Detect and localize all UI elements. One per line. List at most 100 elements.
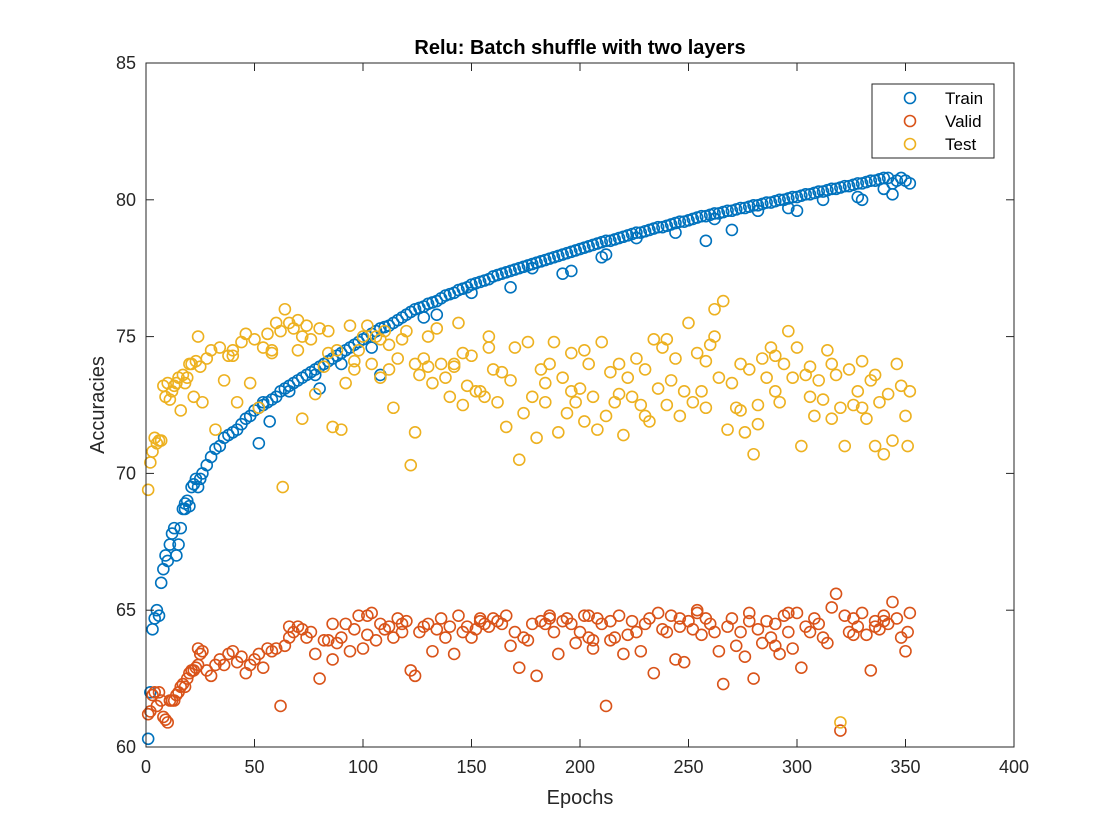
data-point xyxy=(391,352,405,365)
data-point xyxy=(252,401,266,415)
data-point xyxy=(712,371,726,384)
data-point xyxy=(317,360,331,374)
data-point xyxy=(782,625,795,639)
data-point xyxy=(630,226,643,239)
data-point xyxy=(343,644,357,658)
data-point xyxy=(573,382,587,395)
data-point xyxy=(499,420,513,434)
data-point xyxy=(154,434,168,447)
data-point xyxy=(265,343,279,357)
data-point xyxy=(573,625,587,639)
data-point xyxy=(569,395,582,409)
data-point xyxy=(378,324,392,338)
data-point xyxy=(786,642,799,655)
data-point xyxy=(365,357,378,371)
data-point xyxy=(274,324,287,338)
data-point xyxy=(304,333,318,346)
data-point xyxy=(439,371,452,384)
data-point xyxy=(760,614,773,628)
x-axis-label: Epochs xyxy=(547,787,614,809)
data-point xyxy=(439,631,452,644)
data-point xyxy=(651,382,665,395)
data-point xyxy=(408,357,422,371)
data-point xyxy=(695,209,708,223)
data-point xyxy=(430,623,444,636)
data-point xyxy=(525,261,539,275)
data-point xyxy=(469,385,483,398)
data-point xyxy=(547,335,561,349)
y-tick-label: 65 xyxy=(116,600,136,620)
data-point xyxy=(226,644,240,658)
data-point xyxy=(851,190,865,204)
data-point xyxy=(803,625,817,639)
data-point xyxy=(582,357,595,371)
data-point xyxy=(829,368,843,382)
data-point xyxy=(742,614,756,628)
x-tick-label: 250 xyxy=(673,757,703,777)
data-point xyxy=(599,248,613,261)
data-point xyxy=(617,647,630,661)
data-point xyxy=(716,294,730,308)
data-point xyxy=(595,335,609,349)
data-point xyxy=(734,404,747,417)
data-point xyxy=(881,387,895,401)
data-point xyxy=(595,617,609,631)
data-point xyxy=(834,401,847,415)
data-point xyxy=(191,330,205,343)
data-point xyxy=(617,428,630,442)
data-point xyxy=(154,576,168,590)
y-tick-label: 70 xyxy=(116,463,136,483)
legend-marker xyxy=(903,114,917,128)
data-point xyxy=(326,617,339,631)
data-point xyxy=(651,220,665,234)
data-point xyxy=(430,322,444,335)
data-point xyxy=(248,333,261,346)
data-point xyxy=(860,412,873,425)
data-point xyxy=(886,434,899,447)
data-point xyxy=(191,642,205,655)
data-point xyxy=(604,633,617,647)
data-point xyxy=(226,349,240,363)
data-point xyxy=(821,343,834,357)
data-point xyxy=(269,642,283,655)
data-point xyxy=(877,182,891,196)
data-point xyxy=(361,609,374,622)
data-point xyxy=(834,716,847,729)
data-point xyxy=(838,609,852,622)
data-point xyxy=(864,174,878,187)
data-point xyxy=(534,363,548,376)
data-point xyxy=(886,595,899,609)
data-point xyxy=(178,680,192,694)
data-point xyxy=(842,363,856,376)
data-point xyxy=(790,606,804,620)
data-point xyxy=(452,316,465,330)
data-point xyxy=(751,417,765,431)
data-point xyxy=(634,644,648,658)
data-point xyxy=(773,395,786,409)
data-point xyxy=(343,319,357,332)
data-point xyxy=(530,669,543,683)
data-point xyxy=(734,625,747,639)
data-point xyxy=(825,182,839,196)
data-point xyxy=(751,623,765,636)
data-point xyxy=(868,439,882,453)
data-point xyxy=(473,612,487,625)
data-point xyxy=(768,639,782,653)
data-point xyxy=(899,644,912,658)
data-point xyxy=(782,606,795,620)
data-points xyxy=(141,171,917,746)
data-point xyxy=(786,190,799,204)
data-point xyxy=(630,625,643,639)
data-point xyxy=(686,623,700,636)
data-point xyxy=(738,426,752,439)
data-point xyxy=(356,330,370,343)
data-point xyxy=(829,587,843,601)
data-point xyxy=(604,365,617,379)
data-point xyxy=(326,653,339,666)
data-point xyxy=(612,609,626,622)
data-point xyxy=(491,395,504,409)
data-point xyxy=(421,617,435,631)
data-point xyxy=(803,360,817,374)
data-point xyxy=(621,628,635,642)
